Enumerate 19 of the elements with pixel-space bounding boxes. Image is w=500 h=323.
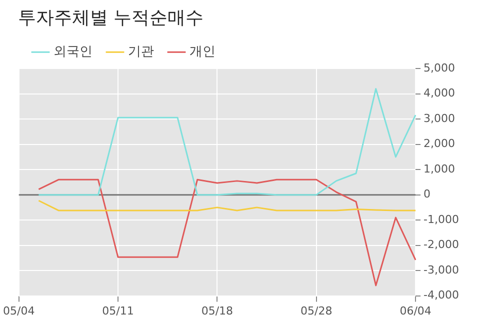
y-tick-label: 1,000 bbox=[424, 162, 456, 176]
x-tick-label: 05/18 bbox=[201, 304, 234, 318]
x-tick-label: 05/04 bbox=[3, 304, 35, 318]
legend-label: 기관 bbox=[128, 44, 154, 60]
y-tick-label: -1,000 bbox=[424, 212, 460, 226]
legend-label: 외국인 bbox=[54, 44, 92, 60]
chart-title: 투자주체별 누적순매수 bbox=[18, 7, 204, 28]
y-tick-label: 5,000 bbox=[424, 61, 456, 74]
y-tick-label: 2,000 bbox=[424, 137, 456, 150]
x-tick-label: 05/11 bbox=[102, 304, 134, 318]
y-tick-label: -3,000 bbox=[424, 263, 460, 276]
y-tick-label: 0 bbox=[424, 188, 431, 201]
y-tick-label: -2,000 bbox=[424, 238, 460, 252]
y-tick-label: 4,000 bbox=[424, 86, 456, 100]
legend-label: 개인 bbox=[190, 44, 216, 60]
x-tick-label: 05/28 bbox=[300, 304, 332, 318]
x-tick-label: 06/04 bbox=[400, 304, 432, 318]
y-tick-label: 3,000 bbox=[424, 112, 456, 125]
y-tick-label: -4,000 bbox=[424, 288, 460, 302]
